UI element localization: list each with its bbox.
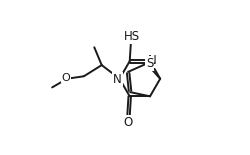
Text: N: N [113, 73, 122, 86]
Text: O: O [62, 73, 70, 82]
Text: HS: HS [124, 30, 140, 43]
Text: S: S [146, 57, 153, 70]
Text: O: O [124, 116, 133, 129]
Text: N: N [148, 54, 156, 67]
